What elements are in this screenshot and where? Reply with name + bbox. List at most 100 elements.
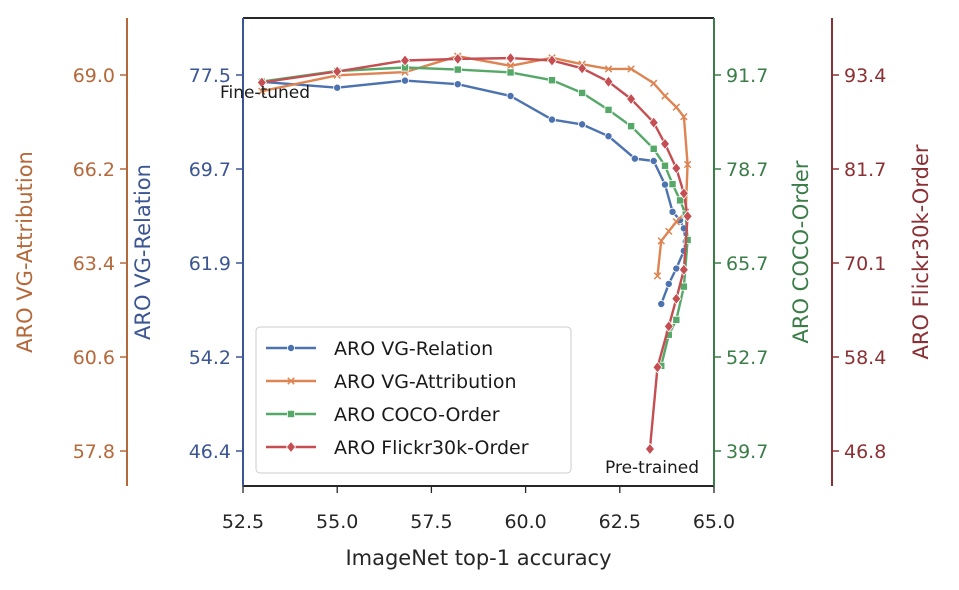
y-tick-label: 58.4 xyxy=(844,347,886,369)
data-point xyxy=(333,83,342,92)
data-point xyxy=(626,92,637,106)
data-point xyxy=(672,264,681,273)
data-point xyxy=(668,180,677,189)
data-point xyxy=(627,122,636,131)
data-point xyxy=(665,227,673,236)
x-tick-label: 55.0 xyxy=(316,511,358,533)
data-point xyxy=(682,210,693,223)
series-coco xyxy=(257,63,692,370)
data-point xyxy=(453,65,462,74)
data-point xyxy=(652,361,663,374)
legend-label: ARO COCO-Order xyxy=(334,404,500,426)
data-point xyxy=(258,87,266,95)
legend-item: ARO COCO-Order xyxy=(266,404,500,426)
y-tick-label: 39.7 xyxy=(726,441,768,463)
data-point xyxy=(649,79,658,87)
data-point xyxy=(546,54,557,67)
data-point xyxy=(661,92,669,100)
y-tick-label: 77.5 xyxy=(189,65,231,87)
x-axis-label: ImageNet top-1 accuracy xyxy=(345,546,611,570)
data-point xyxy=(661,180,670,189)
data-point xyxy=(285,440,297,454)
y-tick-label: 81.7 xyxy=(844,159,886,181)
data-point xyxy=(256,76,267,89)
data-point xyxy=(644,442,655,456)
y-axis-rel: 77.5 69.7 61.9 54.2 46.4 ARO VG-Relation xyxy=(131,65,243,463)
data-point xyxy=(452,52,463,66)
data-point xyxy=(627,65,635,73)
y-axis-label: ARO VG-Relation xyxy=(131,164,155,340)
data-point xyxy=(657,237,665,245)
data-point xyxy=(400,54,411,67)
series-flickr xyxy=(256,51,693,456)
data-point xyxy=(671,292,682,305)
legend-label: ARO VG-Attribution xyxy=(334,371,517,393)
x-tick-label: 65.0 xyxy=(693,511,735,533)
y-tick-label: 66.2 xyxy=(73,159,115,181)
x-tick-label: 62.5 xyxy=(599,511,641,533)
data-point xyxy=(678,263,689,276)
data-point xyxy=(547,76,556,85)
y-tick-label: 60.6 xyxy=(73,347,115,369)
data-point xyxy=(668,207,677,216)
data-point xyxy=(506,68,515,77)
y-tick-label: 54.2 xyxy=(189,347,231,369)
y-tick-label: 46.4 xyxy=(189,441,231,463)
annotation-pre-trained: Pre-trained xyxy=(605,458,699,478)
y-axis-label: ARO COCO-Order xyxy=(789,160,813,343)
series-line xyxy=(261,66,689,367)
data-point xyxy=(604,105,613,114)
data-point xyxy=(661,161,670,170)
y-axis-flickr: 93.4 81.7 70.1 58.4 46.8 ARO Flickr30k-Order xyxy=(831,18,933,486)
data-point xyxy=(649,144,658,153)
data-point xyxy=(671,162,682,175)
axes-layer: 52.5 55.0 57.5 60.0 62.5 65.0 ImageNet top-1 a… xyxy=(13,18,933,570)
data-point xyxy=(676,196,685,205)
data-point xyxy=(672,315,681,324)
y-tick-label: 93.4 xyxy=(844,65,886,87)
y-tick-label: 46.8 xyxy=(844,441,886,463)
data-point xyxy=(649,156,658,165)
data-point xyxy=(604,132,613,141)
y-tick-label: 65.7 xyxy=(726,253,768,275)
data-point xyxy=(648,116,659,129)
data-point xyxy=(683,235,692,244)
legend-item: ARO VG-Relation xyxy=(266,338,493,360)
data-point xyxy=(604,65,613,73)
legend-box xyxy=(255,326,572,474)
series-layer xyxy=(256,51,693,456)
y-tick-label: 63.4 xyxy=(73,253,115,275)
data-point xyxy=(332,65,343,78)
data-point xyxy=(578,88,587,97)
y-tick-label: 78.7 xyxy=(726,159,768,181)
y-axis-coco: 91.7 78.7 65.7 52.7 39.7 ARO COCO-Order xyxy=(714,65,813,463)
y-tick-label: 70.1 xyxy=(844,253,886,275)
data-point xyxy=(653,272,662,280)
data-point xyxy=(547,115,556,124)
x-tick-label: 57.5 xyxy=(410,511,452,533)
y-axis-label: ARO VG-Attribution xyxy=(13,151,37,353)
data-point xyxy=(678,187,689,200)
x-tick-label: 60.0 xyxy=(504,511,546,533)
y-tick-label: 91.7 xyxy=(726,65,768,87)
annotations: Fine-tuned Pre-trained xyxy=(220,83,699,478)
annotation-fine-tuned: Fine-tuned xyxy=(220,83,310,103)
data-point xyxy=(505,51,516,65)
data-point xyxy=(286,409,295,418)
data-point xyxy=(506,62,515,70)
data-point xyxy=(603,75,614,88)
y-tick-label: 57.8 xyxy=(73,441,115,463)
data-point xyxy=(506,92,515,101)
data-point xyxy=(672,218,681,226)
y-tick-label: 52.7 xyxy=(726,347,768,369)
series-rel xyxy=(257,76,690,308)
y-tick-label: 69.0 xyxy=(73,65,115,87)
data-point xyxy=(287,377,295,385)
y-tick-label: 69.7 xyxy=(189,159,231,181)
data-point xyxy=(680,112,688,121)
data-point xyxy=(683,160,692,169)
data-point xyxy=(578,120,587,129)
data-point xyxy=(401,76,410,85)
data-point xyxy=(664,279,673,288)
